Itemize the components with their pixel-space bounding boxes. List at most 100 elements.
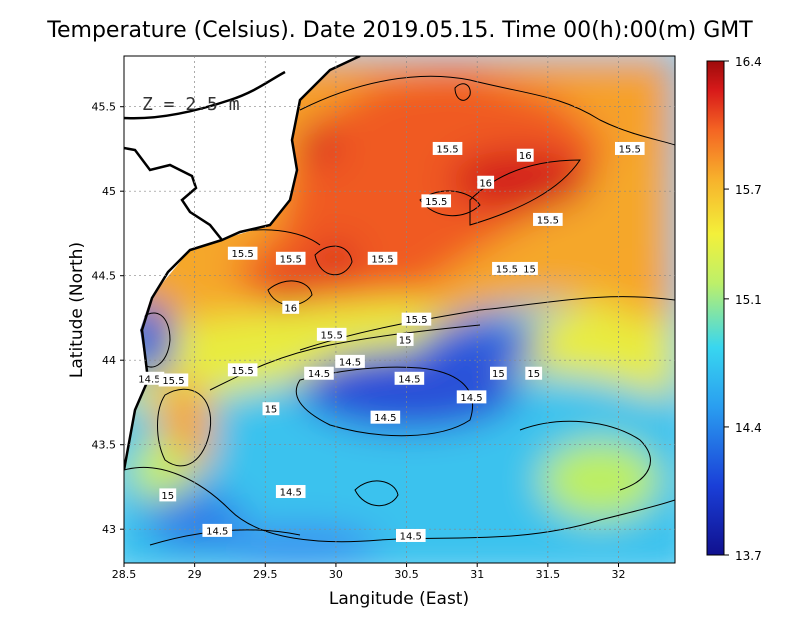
contour-label-box (158, 373, 189, 387)
map-title: Temperature (Celsius). Date 2019.05.15. … (47, 18, 753, 43)
x-tick-label: 29.5 (253, 568, 278, 581)
contour-label: 15.5 (492, 261, 522, 275)
contour-label-box (134, 371, 165, 385)
contour-label: 14.5 (335, 354, 365, 368)
contour-label-box (275, 251, 306, 265)
contour-label: 15.5 (367, 251, 398, 265)
contour-label-box (525, 366, 543, 380)
contour-label: 14.5 (275, 485, 306, 499)
contour-label: 15.5 (158, 373, 189, 387)
contour-label-text: 16 (519, 151, 532, 162)
colorbar (706, 60, 725, 556)
x-tick-label: 28.5 (112, 568, 137, 581)
contour-label: 15.5 (316, 327, 347, 341)
contour-label: 15.5 (227, 363, 258, 377)
contour-label: 14.5 (134, 371, 165, 385)
coastline-north (124, 70, 286, 120)
contour-label-text: 15.5 (619, 144, 641, 155)
contour-label-text: 15.5 (425, 197, 447, 208)
contour-label-text: 15.5 (232, 249, 254, 260)
contour-label-box (202, 523, 233, 537)
map-plot-area (124, 56, 675, 563)
contour-label-box (489, 366, 507, 380)
depth-label: Z = 2.5 m (142, 94, 240, 115)
contour-label-text: 15 (492, 369, 505, 380)
contour-label: 14.5 (396, 528, 426, 542)
contour-label-box (367, 251, 398, 265)
contour-label-box (396, 528, 426, 542)
contour-label-box (335, 354, 365, 368)
contour-label: 15 (159, 488, 177, 502)
contour-label-box (262, 402, 280, 416)
plot-frame (123, 55, 676, 564)
colorbar-tick-labels: 16.4 15.7 15.1 14.4 13.7 (724, 55, 762, 563)
contour-labels: 15.5 16 15.5 16 15.5 15.5 15.5 15.5 15.5 15.5 15 16… (134, 141, 645, 542)
contour-label: 15 (521, 261, 538, 275)
colorbar-tick-label: 14.4 (735, 421, 762, 435)
contour-label-text: 15.5 (537, 215, 559, 226)
contour-label-box (394, 371, 425, 385)
contour-label-box (227, 246, 258, 260)
contour-label-box (316, 327, 347, 341)
contour-label-box (159, 488, 177, 502)
x-tick-label: 31.5 (536, 568, 561, 581)
colorbar-tick-label: 15.7 (735, 183, 762, 197)
contour-label: 15.5 (227, 246, 258, 260)
y-tick-label: 43.5 (92, 439, 117, 452)
contour-label: 14.5 (370, 410, 401, 424)
contour-label-box (432, 141, 463, 155)
y-tick-label: 45.5 (92, 101, 117, 114)
contour-label-box (396, 332, 414, 346)
contour-label-box (304, 366, 334, 380)
contour-label: 14.5 (394, 371, 425, 385)
contour-label-text: 15.5 (405, 315, 427, 326)
land-mass (124, 56, 360, 470)
contour-label-text: 15 (161, 491, 174, 502)
contour-label-text: 14.5 (398, 374, 420, 385)
contour-label: 15.5 (275, 251, 306, 265)
x-tick-label: 30 (329, 568, 343, 581)
contour-label: 15.5 (533, 212, 563, 226)
contour-label-text: 14.5 (374, 413, 396, 424)
coastline (124, 56, 361, 471)
colorbar-tick-label: 13.7 (735, 549, 762, 563)
contour-label: 14.5 (304, 366, 334, 380)
contour-label: 16 (477, 175, 495, 189)
contour-label-text: 15 (399, 335, 412, 346)
x-axis-label: Langitude (East) (329, 589, 469, 609)
x-tick-label: 32 (611, 568, 625, 581)
contour-label: 15 (525, 366, 543, 380)
contour-label-text: 15 (527, 369, 540, 380)
contour-label-text: 14.5 (138, 374, 160, 385)
contour-label: 15.5 (432, 141, 463, 155)
contour-label-text: 15.5 (162, 376, 184, 387)
contour-label: 15.5 (401, 312, 432, 326)
x-tick-label: 29 (188, 568, 202, 581)
contour-label-box (521, 261, 538, 275)
contour-label-text: 15.5 (321, 330, 343, 341)
contour-label-text: 14.5 (339, 357, 361, 368)
contour-label: 16 (282, 300, 300, 314)
contour-label: 14.5 (456, 390, 487, 404)
contour-label-box (533, 212, 563, 226)
contour-label-text: 14.5 (308, 369, 330, 380)
x-tick-labels: 28.5 29 29.5 30 30.5 31 31.5 32 (112, 568, 626, 581)
contour-label-text: 16 (284, 303, 297, 314)
contour-label-text: 14.5 (280, 488, 302, 499)
contour-label-box (492, 261, 522, 275)
contour-label-text: 15.5 (371, 254, 393, 265)
contour-label-text: 14.5 (460, 393, 482, 404)
contour-label-text: 15.5 (280, 254, 302, 265)
contour-label: 15.5 (614, 141, 645, 155)
contour-label: 15.5 (421, 194, 452, 208)
contour-label-box (614, 141, 645, 155)
contour-lines (124, 75, 675, 546)
colorbar-tick-label: 16.4 (735, 55, 762, 69)
contour-label-box (275, 485, 306, 499)
contour-label-text: 16 (479, 178, 492, 189)
contour-label-box (370, 410, 401, 424)
contour-label-text: 15.5 (496, 264, 518, 275)
contour-label-box (516, 148, 534, 162)
contour-label-text: 15.5 (232, 366, 254, 377)
x-tick-label: 31 (470, 568, 484, 581)
